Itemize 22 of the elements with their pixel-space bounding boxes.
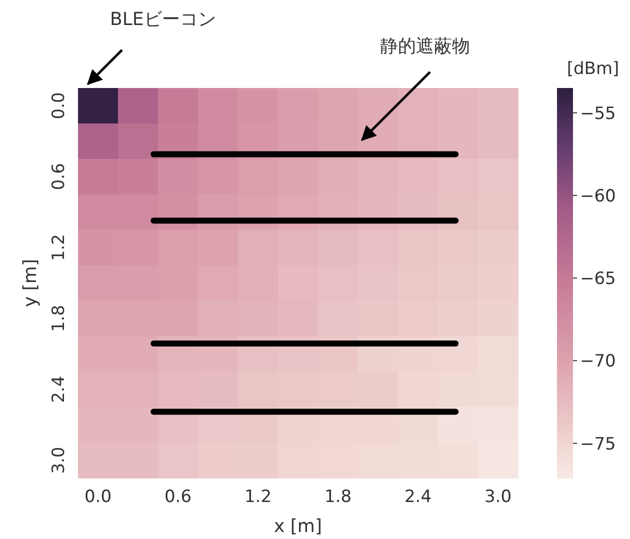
color-bar-title: [dBm] xyxy=(566,59,620,79)
y-tick-label: 3.0 xyxy=(49,446,69,474)
color-bar-label: −75 xyxy=(580,434,616,454)
y-axis-title: y [m] xyxy=(20,259,41,307)
x-tick-label: 1.8 xyxy=(324,487,352,507)
y-tick-label: 1.8 xyxy=(49,304,69,332)
x-tick-label: 2.4 xyxy=(404,487,432,507)
color-bar-label: −70 xyxy=(580,352,616,372)
color-bar-label: −60 xyxy=(580,186,616,206)
y-tick-label: 2.4 xyxy=(49,376,69,403)
y-tick-label: 1.2 xyxy=(49,234,69,262)
x-tick-label: 0.6 xyxy=(164,487,192,507)
x-tick-label: 3.0 xyxy=(484,487,512,507)
color-bar-label: −65 xyxy=(580,269,616,290)
y-tick-label: 0.0 xyxy=(49,92,69,120)
x-tick-label: 0.0 xyxy=(84,487,112,507)
text: 静的遮蔽物 xyxy=(380,36,470,57)
text: BLEビーコン xyxy=(110,9,216,30)
color-bar-label: −55 xyxy=(580,104,616,124)
x-tick-label: 1.2 xyxy=(244,487,272,507)
y-tick-label: 0.6 xyxy=(49,163,69,190)
x-axis-title: x [m] xyxy=(274,516,322,537)
